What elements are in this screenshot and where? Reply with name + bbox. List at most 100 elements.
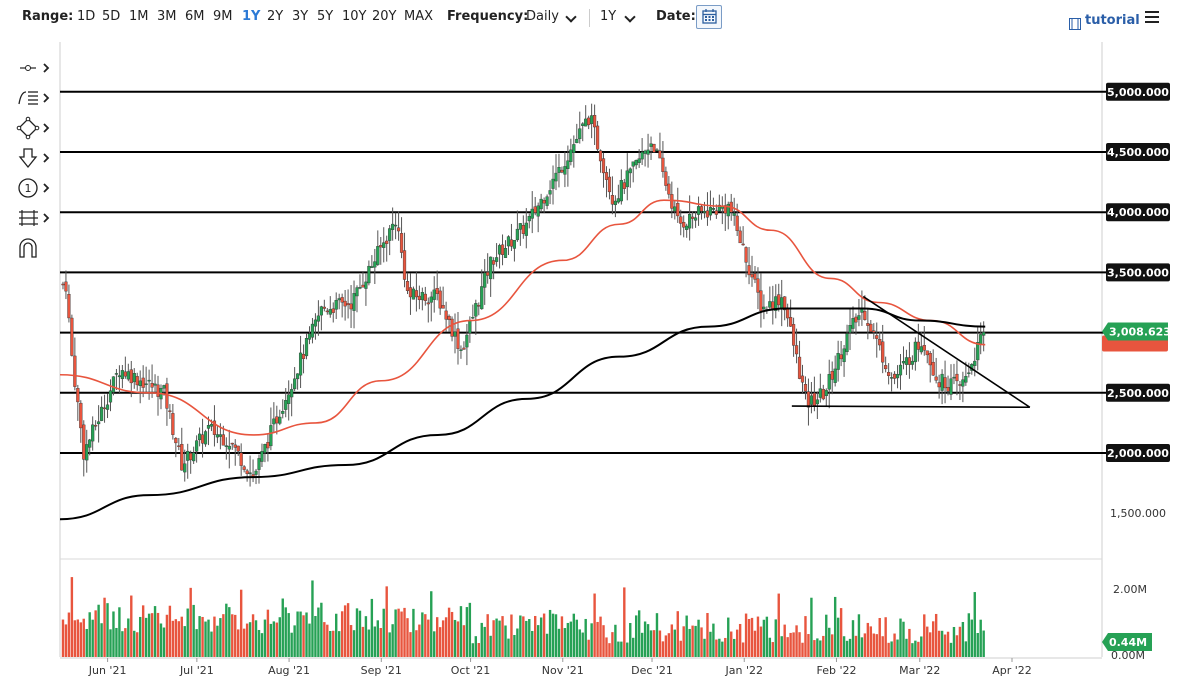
shape-tool-button[interactable]	[14, 116, 58, 140]
candle-body	[352, 293, 356, 311]
candle-body	[218, 434, 222, 437]
candle-body	[67, 293, 71, 319]
candle-body	[334, 299, 338, 310]
volume-bar	[513, 634, 516, 657]
period-select[interactable]: 1Y	[600, 9, 617, 24]
volume-bar	[813, 640, 816, 657]
y-tick-label: 4,000.000	[1107, 206, 1169, 219]
volume-bar	[477, 643, 480, 657]
volume-bar	[884, 617, 887, 657]
candle-body	[337, 298, 341, 301]
range-button-max[interactable]: MAX	[404, 9, 434, 24]
menu-icon[interactable]	[1145, 11, 1159, 23]
date-picker-button[interactable]	[696, 5, 722, 29]
candle-body	[584, 118, 588, 127]
range-button-5d[interactable]: 5D	[102, 9, 121, 24]
volume-bar	[61, 619, 65, 657]
range-button-5y[interactable]: 5Y	[317, 9, 334, 24]
range-button-9m[interactable]: 9M	[213, 9, 233, 24]
volume-bar	[219, 618, 222, 657]
volume-bar	[863, 633, 867, 657]
arrow-down-icon	[18, 148, 50, 169]
candle-body	[937, 382, 941, 388]
volume-bar	[234, 614, 237, 657]
volume-bar	[926, 626, 929, 657]
volume-bar	[718, 638, 721, 657]
candle-body	[150, 382, 154, 388]
volume-bar	[946, 631, 950, 657]
volume-bar	[545, 633, 549, 657]
candle-body	[328, 309, 332, 315]
range-button-3m[interactable]: 3M	[157, 9, 177, 24]
volume-bar	[168, 605, 172, 657]
candle-body	[892, 373, 897, 379]
candle-body	[982, 332, 986, 336]
range-button-1m[interactable]: 1M	[129, 9, 149, 24]
candle-body	[762, 306, 766, 310]
candle-body	[364, 281, 368, 289]
volume-bar	[896, 639, 899, 657]
candle-body	[108, 390, 113, 403]
volume-bar	[394, 609, 397, 657]
candle-body	[141, 377, 145, 388]
volume-bar	[685, 615, 688, 657]
range-button-10y[interactable]: 10Y	[342, 9, 367, 24]
candle-body	[979, 334, 983, 345]
volume-bar	[136, 632, 139, 657]
x-tick-label: Mar '22	[899, 664, 940, 677]
range-button-1y[interactable]: 1Y	[242, 9, 261, 24]
magnet-tool-button[interactable]	[14, 236, 58, 260]
candle-body	[566, 160, 570, 169]
volume-bar	[308, 623, 311, 657]
volume-bar	[908, 628, 911, 657]
arrow-tool-button[interactable]	[14, 146, 58, 170]
candle-body	[682, 221, 686, 228]
candle-body	[735, 215, 739, 231]
candle-body	[126, 371, 130, 380]
candle-body	[224, 445, 228, 447]
volume-bar	[691, 625, 694, 657]
range-button-1d[interactable]: 1D	[77, 9, 96, 24]
range-button-6m[interactable]: 6M	[185, 9, 205, 24]
candle-body	[503, 248, 508, 258]
frequency-select[interactable]: Daily	[526, 9, 559, 24]
cursor-tool-button[interactable]	[14, 56, 58, 80]
candle-body	[791, 324, 796, 346]
candle-body	[313, 319, 318, 327]
range-button-20y[interactable]: 20Y	[372, 9, 397, 24]
volume-bar	[783, 624, 786, 657]
volume-bar	[370, 598, 374, 657]
candle-body	[973, 360, 977, 366]
volume-bar	[332, 630, 335, 657]
volume-bar	[587, 639, 590, 657]
candle-body	[429, 296, 433, 303]
volume-bar	[70, 577, 74, 657]
volume-bar	[961, 622, 965, 657]
range-button-2y[interactable]: 2Y	[267, 9, 284, 24]
range-button-3y[interactable]: 3Y	[292, 9, 309, 24]
tutorial-link[interactable]: tutorial	[1085, 13, 1140, 28]
candle-body	[747, 265, 751, 276]
volume-bar	[242, 628, 246, 657]
candle-body	[919, 346, 923, 353]
candle-body	[105, 404, 110, 410]
volume-bar	[195, 629, 198, 657]
trendline	[862, 295, 1031, 408]
volume-bar	[519, 615, 522, 657]
x-tick-label: Jul '21	[179, 664, 214, 677]
candle-body	[343, 300, 347, 307]
candle-body	[815, 399, 819, 405]
candle-body	[94, 425, 98, 427]
measure-tool-button[interactable]	[14, 206, 58, 230]
candle-body	[800, 375, 805, 383]
candle-body	[753, 273, 757, 280]
line-list-tool-button[interactable]	[14, 86, 58, 110]
candle-body	[284, 400, 288, 410]
candle-body	[780, 297, 784, 309]
candle-body	[961, 379, 965, 387]
volume-bar	[97, 604, 100, 657]
price-chart[interactable]: Jun '21 Jul '21 Aug '21 Sep '21 Oct '21 Nov '…	[0, 38, 1180, 690]
candle-body	[388, 228, 392, 241]
volume-bar	[560, 616, 564, 657]
number-marker-tool-button[interactable]: 1	[14, 176, 58, 200]
